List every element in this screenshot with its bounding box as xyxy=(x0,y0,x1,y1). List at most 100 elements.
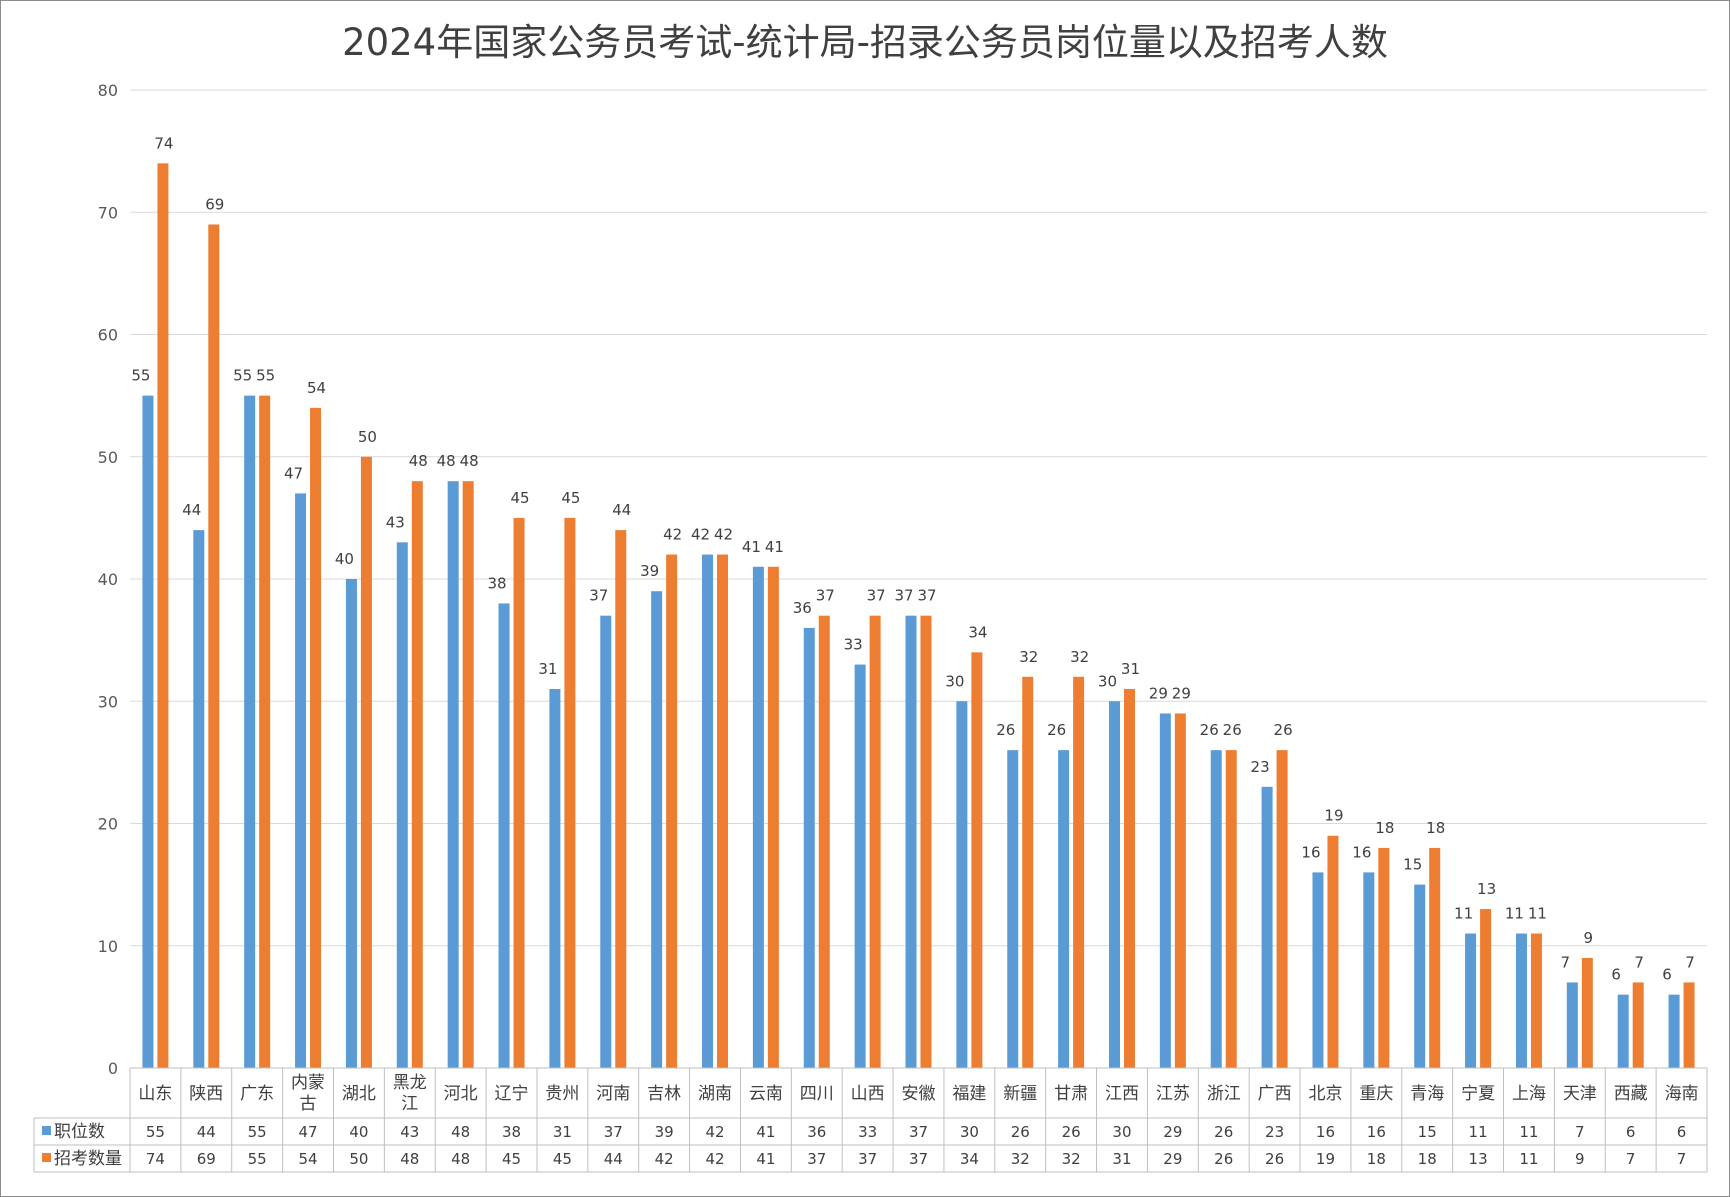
y-tick-label: 10 xyxy=(98,937,118,956)
y-tick-label: 80 xyxy=(98,81,118,100)
bar xyxy=(818,615,830,1068)
table-cell-value: 29 xyxy=(1163,1123,1182,1141)
data-label: 15 xyxy=(1403,856,1422,874)
table-cell-value: 55 xyxy=(146,1123,165,1141)
x-category-label: 江 xyxy=(401,1094,418,1114)
bar xyxy=(1022,676,1034,1068)
table-cell-value: 54 xyxy=(299,1150,318,1168)
bar xyxy=(1123,689,1135,1068)
bar xyxy=(920,615,932,1068)
table-cell-value: 42 xyxy=(705,1150,724,1168)
bar xyxy=(1363,872,1375,1068)
bar xyxy=(1108,701,1120,1068)
y-tick-label: 40 xyxy=(98,570,118,589)
bar xyxy=(1261,786,1273,1068)
table-cell-value: 15 xyxy=(1418,1123,1437,1141)
legend-entry: 职位数 xyxy=(54,1122,105,1142)
data-label: 41 xyxy=(742,538,761,556)
table-cell-value: 45 xyxy=(553,1150,572,1168)
data-label: 47 xyxy=(284,464,303,482)
data-label: 7 xyxy=(1561,953,1571,971)
x-category-label: 江苏 xyxy=(1156,1084,1190,1104)
table-cell-value: 41 xyxy=(756,1150,775,1168)
data-label: 31 xyxy=(538,660,557,678)
y-tick-label: 0 xyxy=(108,1059,118,1078)
x-category-label: 湖南 xyxy=(698,1084,732,1104)
bar xyxy=(1566,982,1578,1068)
table-cell-value: 19 xyxy=(1316,1150,1335,1168)
legend-entry: 招考数量 xyxy=(54,1149,122,1169)
bar xyxy=(208,224,220,1069)
x-category-label: 广西 xyxy=(1258,1084,1292,1104)
table-cell-value: 36 xyxy=(807,1123,826,1141)
bar xyxy=(600,615,612,1068)
table-cell-value: 34 xyxy=(960,1150,979,1168)
table-cell-value: 55 xyxy=(248,1123,267,1141)
data-label: 48 xyxy=(460,452,479,470)
bar xyxy=(411,481,423,1068)
bar xyxy=(1414,884,1426,1068)
bar xyxy=(854,664,866,1068)
x-category-label: 四川 xyxy=(800,1084,834,1104)
data-label: 31 xyxy=(1121,660,1140,678)
data-label: 74 xyxy=(154,134,173,152)
x-category-label: 青海 xyxy=(1410,1084,1444,1104)
bar xyxy=(651,591,663,1068)
bar xyxy=(1515,933,1527,1068)
x-category-label: 上海 xyxy=(1512,1084,1546,1104)
x-category-label: 山东 xyxy=(138,1084,172,1104)
table-cell-value: 7 xyxy=(1575,1123,1585,1141)
bar xyxy=(295,493,307,1068)
table-cell-value: 26 xyxy=(1214,1123,1233,1141)
table-cell-value: 11 xyxy=(1519,1123,1538,1141)
data-label: 16 xyxy=(1301,843,1320,861)
data-label: 30 xyxy=(1098,672,1117,690)
data-label: 36 xyxy=(793,599,812,617)
legend-key xyxy=(42,1153,51,1162)
table-cell-value: 48 xyxy=(451,1123,470,1141)
table-cell-value: 26 xyxy=(1265,1150,1284,1168)
bar xyxy=(1312,872,1324,1068)
data-label: 43 xyxy=(386,513,405,531)
table-cell-value: 44 xyxy=(604,1150,623,1168)
data-label: 42 xyxy=(714,526,733,544)
data-label: 29 xyxy=(1149,684,1168,702)
table-cell-value: 6 xyxy=(1677,1123,1687,1141)
data-label: 30 xyxy=(945,672,964,690)
table-cell-value: 11 xyxy=(1519,1150,1538,1168)
bar xyxy=(615,530,627,1068)
data-label: 32 xyxy=(1070,648,1089,666)
x-category-label: 西藏 xyxy=(1614,1084,1648,1104)
data-label: 37 xyxy=(816,587,835,605)
bar xyxy=(564,517,576,1068)
bar xyxy=(752,566,764,1068)
data-label: 19 xyxy=(1324,807,1343,825)
x-category-label: 辽宁 xyxy=(495,1084,529,1104)
bar xyxy=(971,652,983,1068)
data-label: 7 xyxy=(1634,953,1644,971)
bar xyxy=(1058,750,1070,1068)
table-cell-value: 18 xyxy=(1367,1150,1386,1168)
data-label: 26 xyxy=(1047,721,1066,739)
data-label: 54 xyxy=(307,379,326,397)
bar xyxy=(244,395,256,1068)
bar xyxy=(1276,750,1288,1068)
x-category-label: 古 xyxy=(300,1094,317,1114)
table-cell-value: 37 xyxy=(909,1123,928,1141)
data-label: 11 xyxy=(1454,905,1473,923)
table-cell-value: 74 xyxy=(146,1150,165,1168)
y-tick-label: 70 xyxy=(98,203,118,222)
data-label: 37 xyxy=(867,587,886,605)
table-cell-value: 16 xyxy=(1367,1123,1386,1141)
data-label: 6 xyxy=(1611,966,1621,984)
data-label: 26 xyxy=(996,721,1015,739)
data-label: 39 xyxy=(640,562,659,580)
data-label: 55 xyxy=(256,367,275,385)
bar xyxy=(717,554,729,1068)
data-label: 7 xyxy=(1685,953,1695,971)
table-cell-value: 37 xyxy=(807,1150,826,1168)
bar xyxy=(869,615,881,1068)
table-cell-value: 39 xyxy=(655,1123,674,1141)
